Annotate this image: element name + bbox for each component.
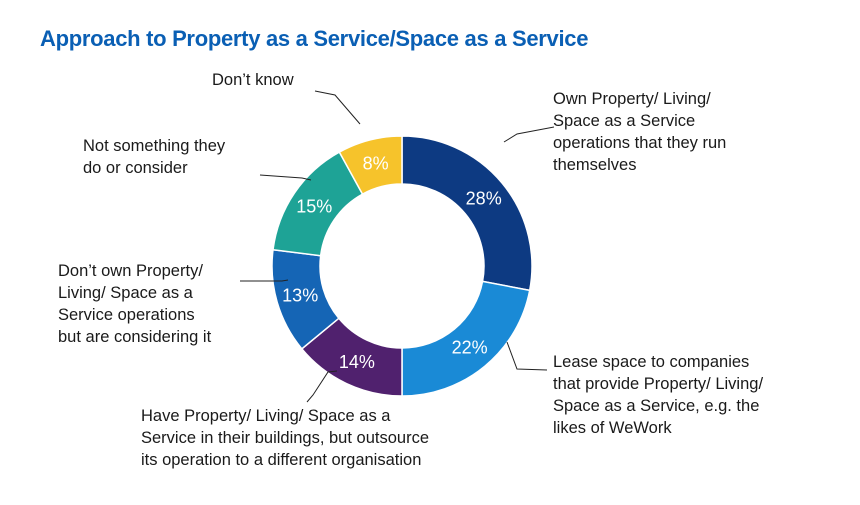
callout-line: that provide Property/ Living/: [553, 375, 763, 393]
slice-value-labels: 28% 22% 14% 13% 15% 8%: [282, 153, 502, 372]
callout-line: Living/ Space as a: [58, 284, 194, 302]
callout-line: operations that they run: [553, 134, 726, 152]
slice-value-label-considering: 13%: [282, 286, 318, 306]
slice-own_operations: [401, 135, 533, 292]
callout-line: Don’t know: [212, 71, 294, 89]
callout-line: its operation to a different organisatio…: [141, 451, 421, 469]
slice-dont_know: [338, 135, 403, 196]
callout-line: likes of WeWork: [553, 419, 672, 437]
slice-value-label-outsource: 14%: [339, 352, 375, 372]
slice-value-label-dont_know: 8%: [363, 153, 389, 173]
callout-line: Not something they: [83, 137, 226, 155]
leader-line-dont_know: [314, 90, 361, 125]
callout-considering: Don’t own Property/Living/ Space as a Ser…: [58, 262, 212, 346]
donut-slices: [271, 135, 533, 397]
callout-line: Don’t own Property/: [58, 262, 203, 280]
category-callouts: Own Property/ Living/Space as a Service o…: [58, 71, 763, 469]
callout-lease_space: Lease space to companies that provide Pro…: [553, 353, 763, 437]
leader-line-lease_space: [506, 341, 548, 371]
leader-line-own_operations: [503, 126, 555, 143]
callout-dont_know: Don’t know: [212, 71, 294, 89]
callout-line: Space as a Service, e.g. the: [553, 397, 759, 415]
chart-title: Approach to Property as a Service/Space …: [40, 26, 589, 51]
slice-value-label-own_operations: 28%: [466, 188, 502, 208]
leader-line-not_considered: [259, 174, 312, 181]
callout-outsource: Have Property/ Living/ Space as a Service…: [141, 407, 429, 469]
callout-line: but are considering it: [58, 328, 212, 346]
callout-line: Lease space to companies: [553, 353, 749, 371]
leader-line-considering: [240, 279, 289, 282]
callout-line: Space as a Service: [553, 112, 695, 130]
callout-line: Service in their buildings, but outsourc…: [141, 429, 429, 447]
callout-line: Have Property/ Living/ Space as a: [141, 407, 391, 425]
callout-not_considered: Not something they do or consider: [83, 137, 226, 177]
callout-line: Service operations: [58, 306, 195, 324]
leader-lines: [240, 90, 555, 403]
slice-value-label-lease_space: 22%: [452, 338, 488, 358]
callout-own_operations: Own Property/ Living/Space as a Service o…: [553, 90, 726, 174]
callout-line: do or consider: [83, 159, 188, 177]
callout-line: themselves: [553, 156, 636, 174]
callout-line: Own Property/ Living/: [553, 90, 711, 108]
slice-value-label-not_considered: 15%: [296, 196, 332, 216]
leader-line-outsource: [306, 370, 338, 403]
